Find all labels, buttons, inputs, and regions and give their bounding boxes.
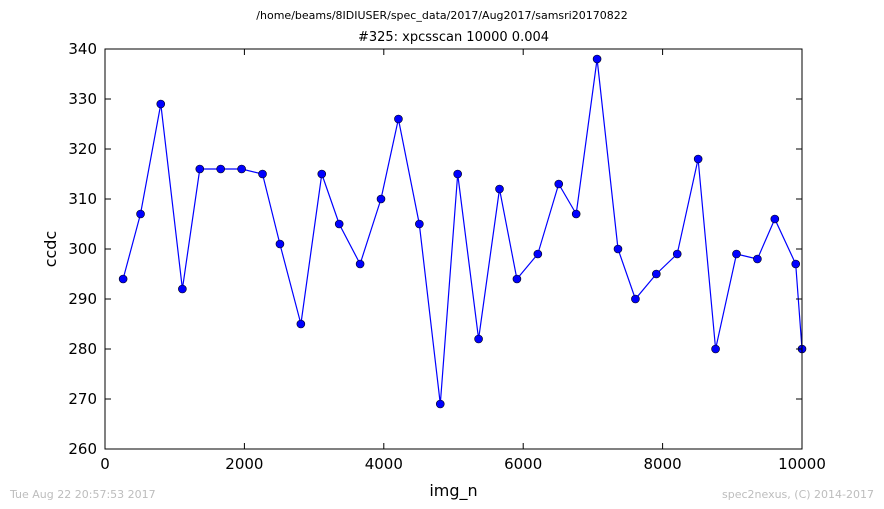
data-point — [237, 164, 246, 174]
y-tick-label: 340 — [68, 40, 97, 58]
y-tick-label: 330 — [68, 90, 97, 108]
plot-frame — [104, 48, 803, 450]
data-point — [631, 294, 640, 304]
data-point — [376, 194, 386, 204]
data-point — [495, 184, 504, 194]
data-point — [258, 169, 267, 179]
data-point — [136, 209, 145, 219]
y-tick-label: 260 — [68, 440, 97, 458]
y-tick-label: 280 — [68, 340, 97, 358]
data-point — [613, 244, 623, 254]
chart-title: #325: xpcsscan 10000 0.004 — [357, 30, 550, 45]
data-point — [732, 249, 741, 259]
data-point — [711, 344, 720, 354]
x-tick-label: 0 — [100, 455, 110, 473]
data-point — [118, 274, 128, 284]
data-point — [216, 164, 226, 174]
y-ticks: 260 270 280 290 300 310 320 330 340 — [68, 40, 802, 458]
y-tick-label: 300 — [68, 240, 97, 258]
y-axis-label: ccdc — [41, 231, 60, 268]
x-tick-label: 10000 — [778, 455, 826, 473]
data-point — [453, 169, 462, 179]
data-point — [334, 219, 344, 229]
data-point — [317, 169, 327, 179]
data-point — [672, 249, 682, 259]
footer-timestamp: Tue Aug 22 20:57:53 2017 — [10, 488, 156, 501]
data-point — [554, 179, 564, 189]
data-point — [770, 214, 780, 224]
data-point — [693, 154, 703, 164]
data-point — [195, 164, 205, 174]
data-point — [275, 239, 285, 249]
data-point — [571, 209, 581, 219]
footer-credit: spec2nexus, (C) 2014-2017 — [722, 488, 874, 501]
y-tick-label: 320 — [68, 140, 97, 158]
y-tick-label: 310 — [68, 190, 97, 208]
figure-supertitle: /home/beams/8IDIUSER/spec_data/2017/Aug2… — [256, 9, 628, 22]
x-tick-label: 4000 — [365, 455, 403, 473]
data-point — [156, 99, 166, 109]
x-ticks: 0 2000 4000 6000 8000 10000 — [100, 49, 826, 473]
chart-marks — [118, 54, 807, 409]
x-tick-label: 6000 — [504, 455, 542, 473]
data-point — [652, 269, 661, 279]
x-axis-label: img_n — [429, 481, 477, 501]
data-point — [753, 254, 762, 264]
data-point — [296, 319, 306, 329]
series-line — [122, 58, 803, 405]
data-point — [394, 114, 403, 124]
x-tick-label: 8000 — [644, 455, 682, 473]
data-point — [355, 259, 365, 269]
y-tick-label: 290 — [68, 290, 97, 308]
y-tick-label: 270 — [68, 390, 97, 408]
data-point — [415, 219, 424, 229]
data-point — [791, 259, 801, 269]
data-point — [533, 249, 543, 259]
data-point — [592, 54, 602, 64]
data-point — [178, 284, 187, 294]
data-point — [474, 334, 483, 344]
x-tick-label: 2000 — [225, 455, 263, 473]
data-point — [435, 399, 445, 409]
data-point — [512, 274, 522, 284]
